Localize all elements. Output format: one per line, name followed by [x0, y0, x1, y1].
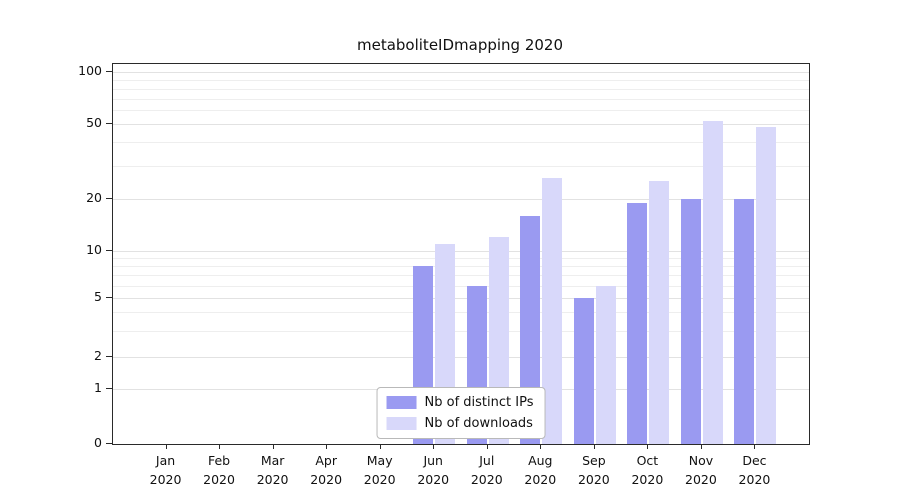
bar-nb-of-distinct-ips-11: [680, 199, 701, 444]
gridline: [113, 266, 809, 268]
y-tick-label: 1: [94, 380, 102, 395]
gridline: [113, 250, 809, 252]
y-tick-mark: [106, 71, 112, 73]
bar-nb-of-downloads-10: [649, 180, 670, 444]
gridline: [113, 199, 809, 200]
gridline: [113, 285, 809, 287]
x-tick-label: Nov 2020: [685, 453, 717, 487]
x-tick-label: Jun 2020: [417, 453, 450, 487]
bar-nb-of-downloads-12: [756, 127, 777, 444]
x-tick-mark: [540, 444, 542, 449]
y-tick-mark: [106, 249, 112, 251]
legend: Nb of distinct IPs Nb of downloads: [376, 387, 546, 439]
gridline: [113, 258, 809, 260]
gridline: [113, 330, 809, 332]
x-tick-mark: [165, 444, 167, 449]
x-tick-label: Jan 2020: [149, 453, 182, 487]
legend-swatch-distinct-ips: [386, 396, 417, 409]
gridline: [113, 79, 809, 81]
legend-swatch-downloads: [386, 417, 417, 430]
bar-nb-of-downloads-9: [595, 285, 616, 444]
x-tick-label: Oct 2020: [631, 453, 664, 487]
y-tick-label: 20: [86, 190, 102, 205]
y-tick-mark: [106, 297, 112, 298]
gridline: [113, 72, 809, 74]
x-tick-label: Apr 2020: [310, 453, 343, 487]
gridline: [113, 88, 809, 90]
y-tick-mark: [106, 356, 112, 358]
gridline: [113, 165, 809, 167]
x-tick-label: May 2020: [363, 453, 396, 487]
x-tick-label: Feb 2020: [203, 453, 235, 487]
plot-area: Nb of distinct IPs Nb of downloads: [112, 63, 810, 445]
y-tick-label: 2: [94, 348, 102, 364]
gridline: [113, 298, 809, 299]
gridline: [113, 124, 809, 125]
gridline: [113, 312, 809, 314]
gridline: [113, 357, 809, 359]
gridline: [113, 142, 809, 144]
bar-nb-of-downloads-8: [542, 177, 563, 444]
y-tick-mark: [106, 198, 112, 199]
y-tick-mark: [106, 388, 112, 389]
gridline: [113, 98, 809, 100]
y-tick-label: 5: [94, 289, 102, 304]
chart-title: metaboliteIDmapping 2020: [356, 36, 563, 54]
bar-nb-of-distinct-ips-9: [573, 298, 594, 444]
y-tick-mark: [106, 123, 112, 124]
bar-nb-of-distinct-ips-12: [734, 199, 755, 444]
x-tick-mark: [486, 444, 488, 449]
x-tick-mark: [272, 444, 274, 449]
y-tick-label: 100: [78, 63, 102, 79]
x-tick-label: Dec 2020: [738, 453, 771, 487]
gridline: [113, 110, 809, 112]
x-tick-mark: [433, 444, 435, 449]
x-tick-label: Aug 2020: [524, 453, 557, 487]
x-tick-mark: [379, 444, 381, 449]
x-tick-mark: [647, 444, 649, 449]
bar-nb-of-distinct-ips-10: [627, 202, 648, 444]
y-tick-label: 50: [86, 115, 102, 130]
x-tick-mark: [593, 444, 595, 449]
y-tick-mark: [106, 443, 112, 444]
legend-label-downloads: Nb of downloads: [424, 416, 533, 431]
legend-label-distinct-ips: Nb of distinct IPs: [424, 395, 534, 410]
x-tick-label: Jul 2020: [470, 453, 503, 487]
x-tick-mark: [326, 444, 328, 449]
y-tick-label: 0: [94, 435, 102, 450]
bar-nb-of-distinct-ips-8: [520, 215, 541, 444]
x-tick-label: Mar 2020: [256, 453, 289, 487]
x-tick-mark: [219, 444, 221, 449]
legend-item-downloads: Nb of downloads: [386, 416, 534, 431]
y-tick-label: 10: [86, 241, 102, 257]
x-tick-label: Sep 2020: [577, 453, 610, 487]
gridline: [113, 275, 809, 277]
x-tick-mark: [700, 444, 702, 449]
legend-item-distinct-ips: Nb of distinct IPs: [386, 395, 534, 410]
bar-nb-of-downloads-11: [702, 121, 723, 444]
x-tick-mark: [754, 444, 756, 449]
